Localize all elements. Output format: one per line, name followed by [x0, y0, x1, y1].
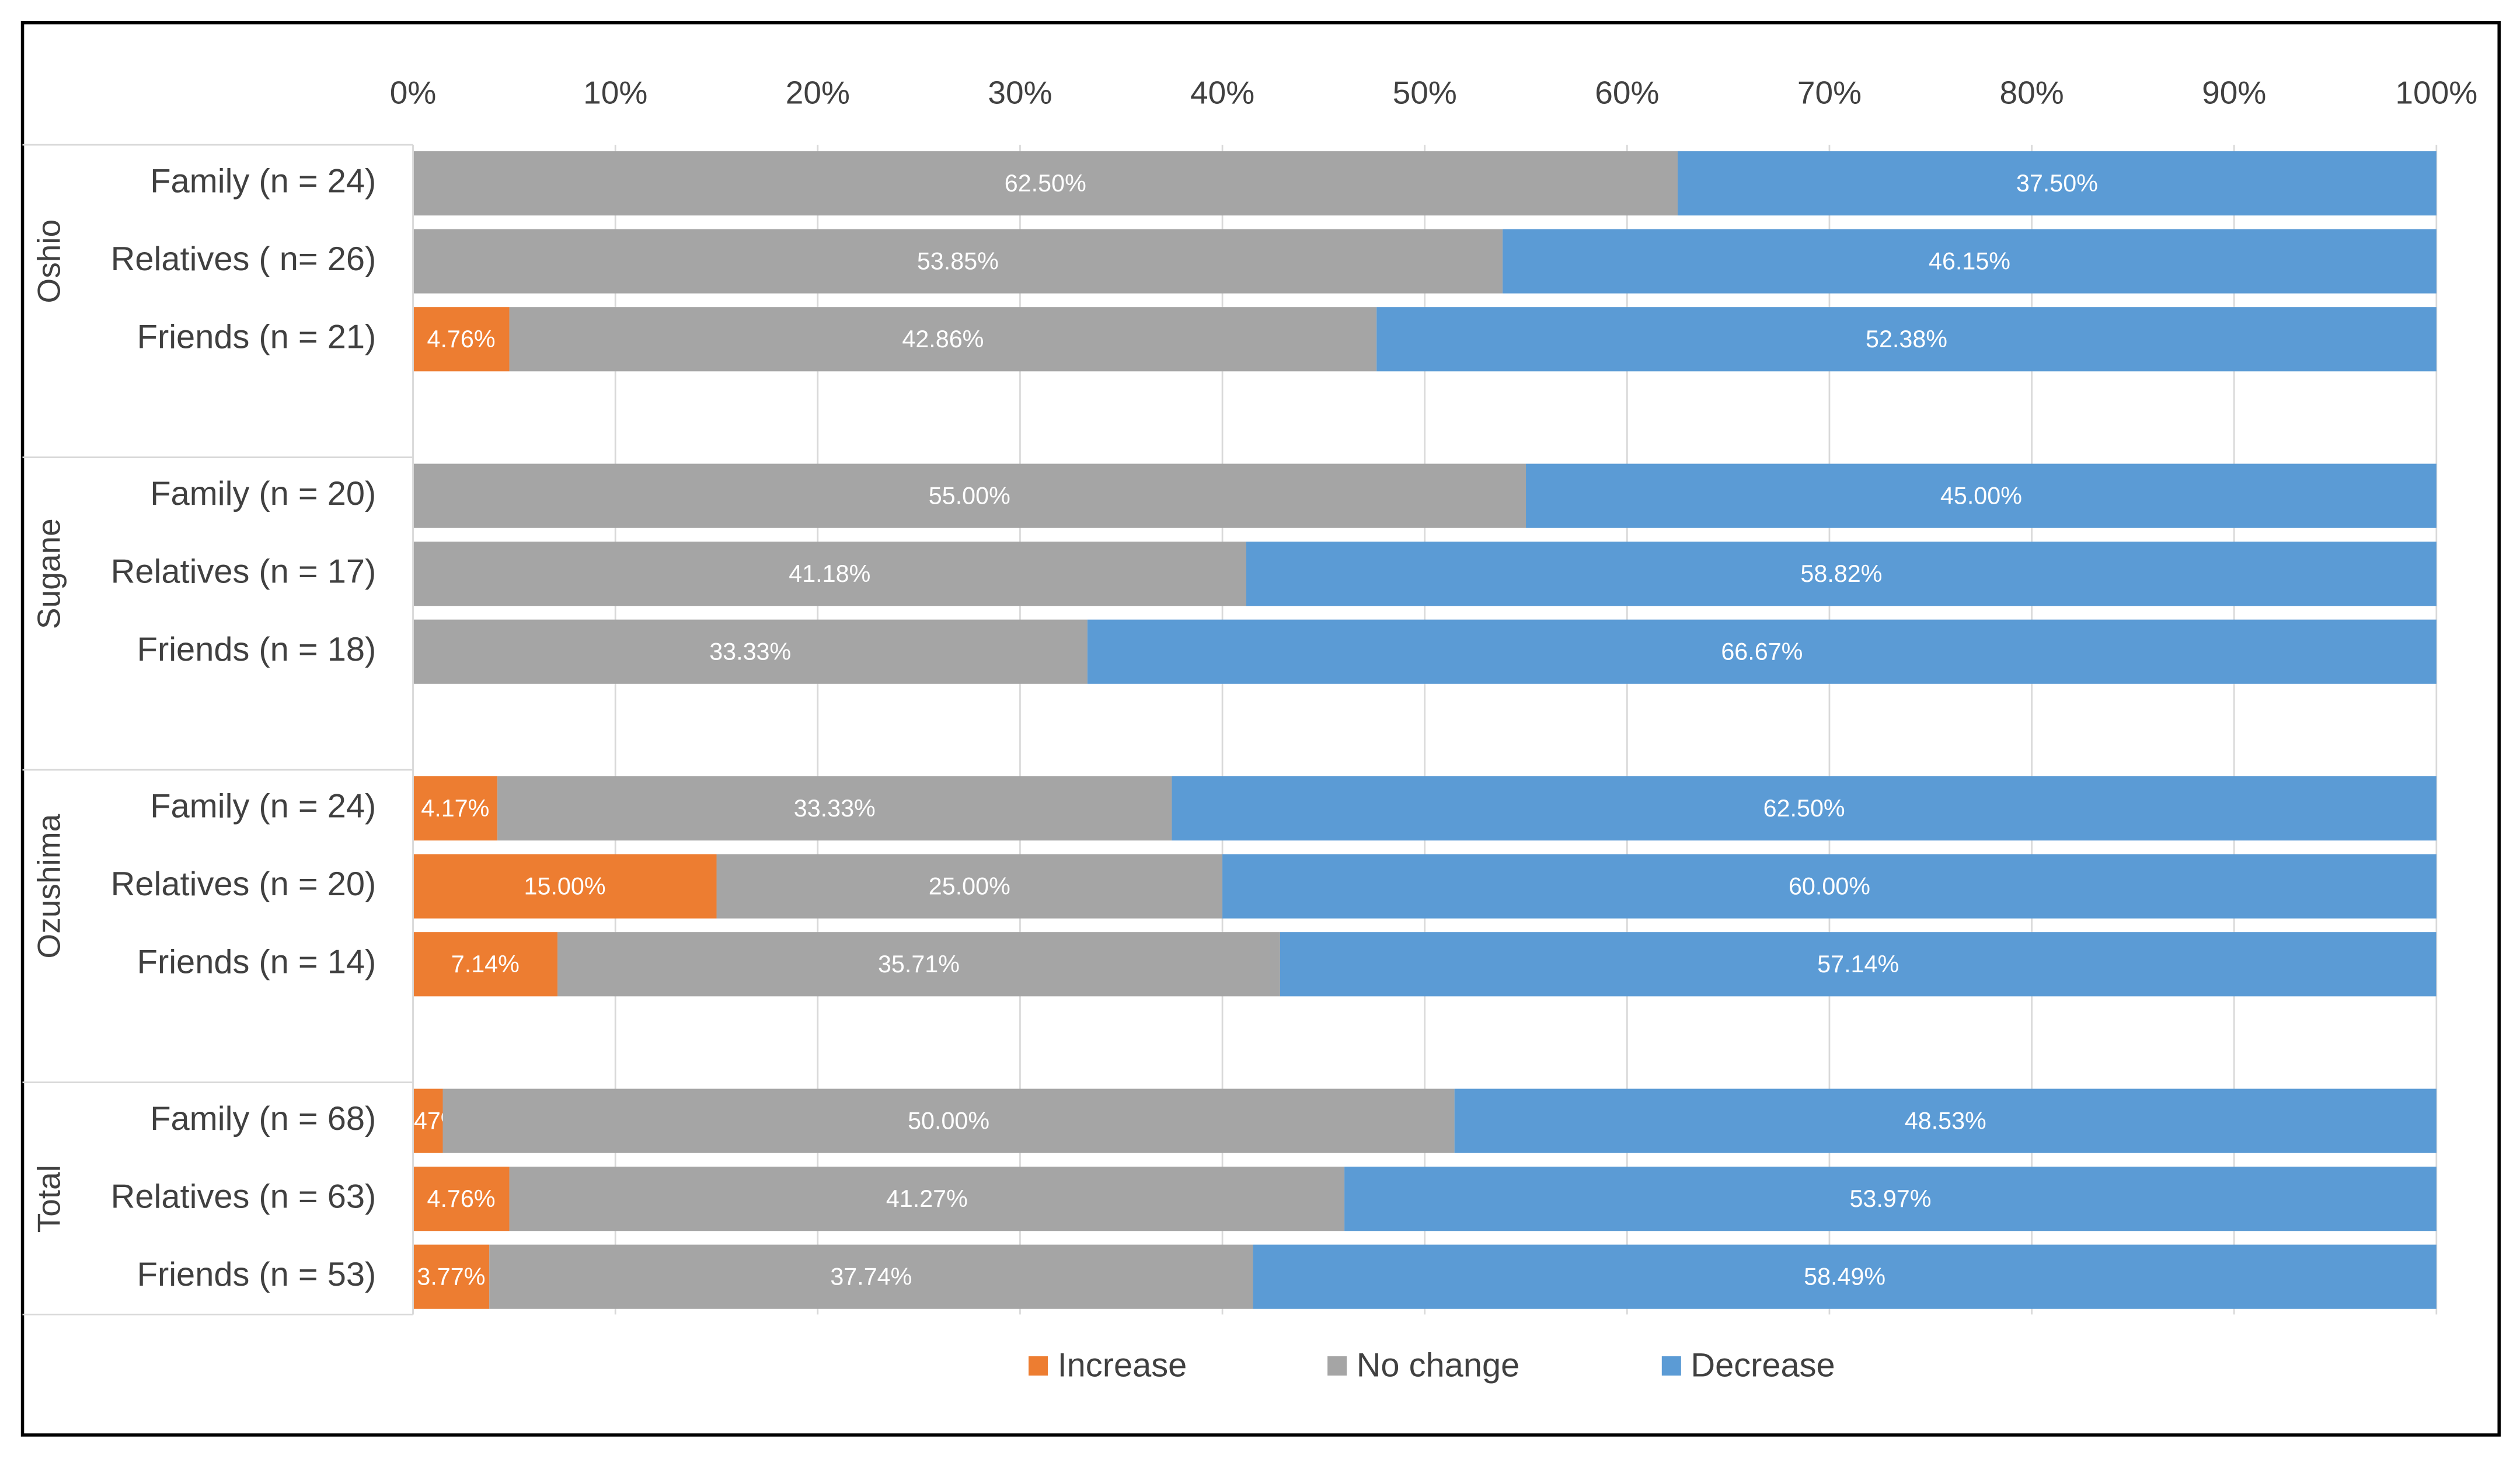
value-label: 41.27%: [886, 1185, 968, 1212]
bar-segment: [1087, 619, 2437, 684]
value-label: 45.00%: [1940, 482, 2022, 509]
bar-segment: [413, 1244, 490, 1309]
value-label: 25.00%: [929, 872, 1010, 899]
value-label: 46.15%: [1929, 247, 2010, 274]
x-tick-label: 90%: [2202, 74, 2266, 110]
category-label: Family (n = 24): [150, 787, 376, 825]
category-label: Friends (n = 53): [137, 1256, 377, 1293]
bar-segment: [413, 1167, 510, 1231]
value-label: 62.50%: [1763, 795, 1845, 822]
bar-segment: [716, 854, 1223, 919]
bar-segment: [1376, 307, 2437, 372]
value-label: 58.49%: [1804, 1263, 1885, 1290]
bar-segment: [413, 932, 558, 997]
value-label: 57.14%: [1817, 951, 1899, 978]
value-label: 4.17%: [421, 795, 489, 822]
value-label: 35.71%: [878, 951, 960, 978]
bar-segment: [1454, 1088, 2437, 1153]
group-label: Oshio: [31, 219, 67, 303]
value-label: 4.76%: [427, 326, 496, 352]
bar-segment: [413, 854, 717, 919]
x-tick-label: 70%: [1797, 74, 1862, 110]
x-tick-label: 60%: [1595, 74, 1659, 110]
legend-label: Increase: [1058, 1347, 1187, 1384]
bar-segment: [1677, 151, 2437, 216]
legend-swatch: [1661, 1356, 1681, 1376]
x-tick-label: 40%: [1190, 74, 1254, 110]
legend-label: Decrease: [1691, 1347, 1835, 1384]
category-label: Relatives (n = 63): [111, 1178, 377, 1215]
value-label: 55.00%: [929, 482, 1010, 509]
bar-segment: [1503, 229, 2437, 294]
bar-segment: [489, 1244, 1253, 1309]
value-label: 42.86%: [902, 326, 984, 352]
bar-segment: [413, 619, 1088, 684]
category-label: Friends (n = 18): [137, 631, 377, 668]
bar-segment: [413, 542, 1246, 606]
category-label: Relatives (n = 20): [111, 865, 377, 903]
bar-segment: [1253, 1244, 2437, 1309]
value-label: 7.14%: [451, 951, 520, 978]
group-label: Sugane: [31, 518, 67, 629]
x-tick-label: 0%: [390, 74, 437, 110]
x-tick-label: 50%: [1393, 74, 1457, 110]
x-tick-label: 20%: [786, 74, 850, 110]
bar-segment: [509, 1167, 1345, 1231]
x-tick-label: 30%: [988, 74, 1052, 110]
value-label: 66.67%: [1721, 638, 1803, 665]
value-label: 41.18%: [789, 560, 870, 587]
bar-segment: [413, 463, 1526, 528]
legend-swatch: [1327, 1356, 1347, 1376]
bar-segment: [413, 307, 510, 372]
category-label: Family (n = 68): [150, 1100, 376, 1137]
bar-segment: [413, 151, 1678, 216]
value-label: 60.00%: [1789, 872, 1870, 899]
value-label: 53.97%: [1849, 1185, 1931, 1212]
bar-segment: [509, 307, 1377, 372]
bar-segment: [413, 229, 1503, 294]
x-tick-label: 100%: [2395, 74, 2477, 110]
category-label: Friends (n = 14): [137, 943, 377, 980]
value-label: 48.53%: [1905, 1107, 1986, 1134]
bar-segment: [1222, 854, 2437, 919]
category-label: Friends (n = 21): [137, 318, 377, 355]
bar-segment: [557, 932, 1280, 997]
bar-segment: [1246, 542, 2437, 606]
category-label: Relatives ( n= 26): [111, 240, 377, 278]
value-label: 3.77%: [417, 1263, 485, 1290]
value-label: 15.00%: [524, 872, 606, 899]
group-label: Ozushima: [31, 814, 67, 958]
x-tick-label: 10%: [583, 74, 647, 110]
value-label: 37.50%: [2016, 170, 2098, 197]
bar-segment: [442, 1088, 1455, 1153]
bar-segment: [1526, 463, 2437, 528]
value-label: 62.50%: [1005, 170, 1086, 197]
value-label: 53.85%: [917, 247, 999, 274]
bar-segment: [413, 776, 498, 841]
bar-segment: [1280, 932, 2437, 997]
bar-segment: [1172, 776, 2437, 841]
legend-label: No change: [1357, 1347, 1520, 1384]
x-tick-label: 80%: [1999, 74, 2064, 110]
category-label: Family (n = 20): [150, 475, 376, 512]
bar-segment: [497, 776, 1172, 841]
value-label: 50.00%: [908, 1107, 989, 1134]
group-label: Total: [31, 1165, 67, 1233]
frame: [20, 21, 2501, 1437]
legend-swatch: [1029, 1356, 1048, 1376]
value-label: 37.74%: [830, 1263, 912, 1290]
value-label: 4.76%: [427, 1185, 496, 1212]
value-label: 58.82%: [1800, 560, 1882, 587]
value-label: 33.33%: [709, 638, 791, 665]
bar-segment: [1344, 1167, 2437, 1231]
value-label: 33.33%: [794, 795, 876, 822]
category-label: Relatives (n = 17): [111, 553, 377, 590]
category-label: Family (n = 24): [150, 162, 376, 200]
value-label: 52.38%: [1866, 326, 1947, 352]
bar-segment: [413, 1088, 443, 1153]
